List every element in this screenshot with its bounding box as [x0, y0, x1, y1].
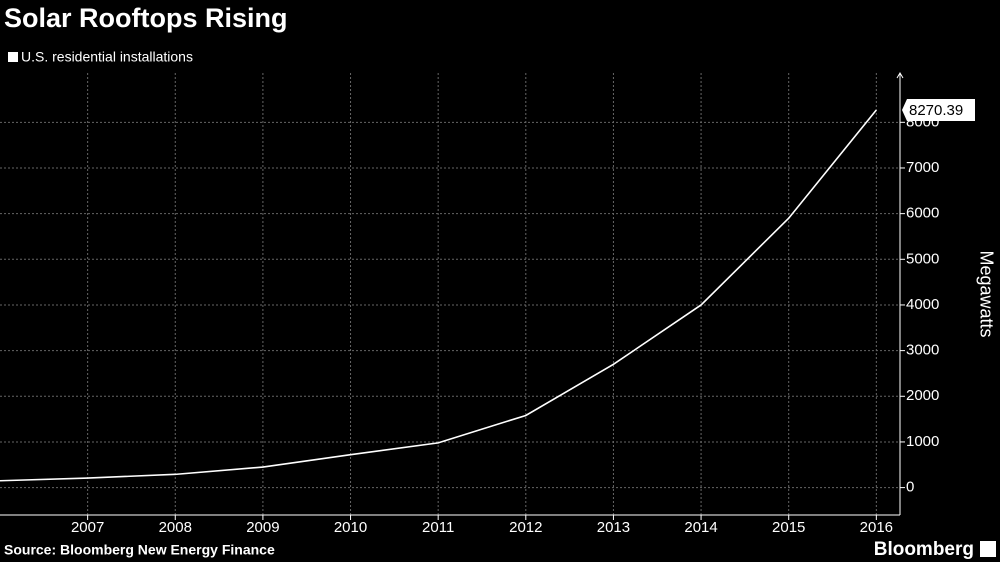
brand-icon — [980, 541, 996, 557]
y-tick-label: 4000 — [906, 296, 939, 313]
y-tick-label: 2000 — [906, 387, 939, 404]
x-tick-label: 2009 — [246, 519, 279, 536]
y-axis-arrow — [896, 72, 904, 79]
x-tick-label: 2013 — [597, 519, 630, 536]
y-tick-label: 6000 — [906, 205, 939, 222]
x-tick-label: 2010 — [334, 519, 367, 536]
x-tick-label: 2007 — [71, 519, 104, 536]
callout-box — [902, 98, 975, 121]
brand: Bloomberg — [874, 539, 974, 560]
x-tick-label: 2015 — [772, 519, 805, 536]
y-tick-label: 7000 — [906, 159, 939, 176]
y-axis-label: Megawatts — [976, 250, 996, 337]
y-tick-label: 3000 — [906, 342, 939, 359]
y-tick-label: 0 — [906, 479, 914, 496]
x-tick-label: 2012 — [509, 519, 542, 536]
value-label: 8270.39 — [909, 102, 963, 119]
chart-title: Solar Rooftops Rising — [4, 3, 288, 33]
x-tick-label: 2008 — [159, 519, 192, 536]
legend-label: U.S. residential installations — [21, 49, 193, 65]
y-tick-label: 1000 — [906, 433, 939, 450]
y-tick-label: 5000 — [906, 250, 939, 267]
x-tick-label: 2011 — [422, 519, 454, 536]
line — [0, 109, 877, 482]
source: Source: Bloomberg New Energy Finance — [4, 542, 275, 558]
x-tick-label: 2014 — [684, 519, 717, 536]
legend-swatch — [8, 52, 18, 62]
x-tick-label: 2016 — [860, 519, 893, 536]
